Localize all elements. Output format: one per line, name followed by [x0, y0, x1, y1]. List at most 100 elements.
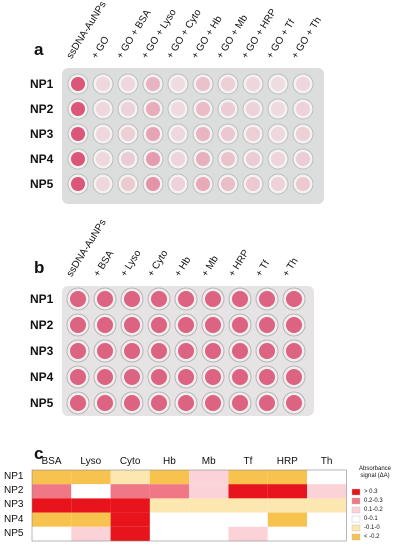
plate-a-well-liquid — [221, 127, 235, 141]
plate-a-well-liquid — [221, 102, 235, 116]
heatmap-cell — [228, 484, 268, 499]
plate-b-well-liquid — [286, 343, 302, 359]
plate-a-well — [92, 173, 114, 195]
plate-a-well — [167, 98, 189, 120]
plate-b-well-liquid — [124, 291, 140, 307]
plate-a-well-liquid — [196, 127, 210, 141]
heatmap-cell — [189, 484, 229, 499]
legend-label: < -0.2 — [364, 533, 380, 540]
plate-a-well-liquid — [146, 177, 160, 191]
plate-a-well — [217, 148, 239, 170]
plate-b-well-liquid — [205, 291, 221, 307]
legend-label: 0.2-0.3 — [364, 497, 383, 504]
plate-a-well — [242, 148, 264, 170]
plate-b-well-liquid — [232, 317, 248, 333]
heatmap-cell — [32, 526, 72, 541]
plate-b-well-liquid — [124, 317, 140, 333]
plate-a-well-liquid — [146, 127, 160, 141]
plate-a-well — [192, 98, 214, 120]
legend-swatch — [351, 524, 361, 532]
heatmap-cell — [110, 512, 150, 527]
heatmap-cell — [189, 470, 229, 485]
legend-label: > 0.3 — [364, 488, 378, 495]
heatmap-column-label: Tf — [243, 456, 253, 467]
plate-a-well — [92, 73, 114, 95]
plate-a-well — [142, 73, 164, 95]
plate-a-well — [267, 173, 289, 195]
plate-b-well-liquid — [124, 369, 140, 385]
plate-b-well-liquid — [205, 395, 221, 411]
heatmap-column-label: Th — [320, 456, 333, 467]
plate-a-well-liquid — [71, 77, 85, 91]
plate-a-well — [217, 123, 239, 145]
heatmap-cell — [71, 470, 111, 485]
plate-a-well-liquid — [121, 127, 135, 141]
heatmap-cell — [267, 526, 308, 541]
plate-b-well-liquid — [205, 317, 221, 333]
heatmap-column-label: Mb — [201, 456, 216, 467]
plate-b-well-liquid — [70, 343, 86, 359]
heatmap-cell — [71, 484, 111, 499]
heatmap-cell — [189, 498, 229, 513]
heatmap-cell — [228, 526, 268, 541]
plate-a-well-liquid — [196, 77, 210, 91]
plate-b-well-liquid — [259, 343, 275, 359]
plate-b-well-liquid — [151, 343, 167, 359]
heatmap-cell — [149, 470, 190, 485]
heatmap-cell — [307, 526, 347, 541]
plate-b-well-liquid — [97, 369, 113, 385]
plate-b-well-liquid — [286, 369, 302, 385]
legend-swatch — [351, 533, 361, 541]
plate-a-well — [217, 98, 239, 120]
plate-a-well-liquid — [296, 102, 310, 116]
heatmap-cell — [149, 526, 190, 541]
heatmap-row-label: NP4 — [4, 513, 24, 525]
heatmap-cell — [228, 498, 268, 513]
plate-a-well — [142, 98, 164, 120]
legend-swatch — [351, 515, 361, 523]
panel-a-row-label: NP4 — [30, 152, 54, 166]
panel-a-letter: a — [34, 40, 44, 59]
plate-b-well-liquid — [232, 369, 248, 385]
plate-a-well-liquid — [121, 102, 135, 116]
heatmap-cell — [149, 484, 190, 499]
plate-b-well-liquid — [286, 317, 302, 333]
plate-a-well-liquid — [296, 77, 310, 91]
plate-a-well — [217, 73, 239, 95]
plate-a-well — [292, 98, 314, 120]
plate-a-well-liquid — [296, 127, 310, 141]
plate-a-well — [242, 98, 264, 120]
plate-b-well-liquid — [97, 395, 113, 411]
plate-a-well — [192, 73, 214, 95]
heatmap-column-label: Cyto — [119, 456, 141, 467]
heatmap-cell — [32, 512, 72, 527]
panel-b-row-label: NP2 — [30, 318, 54, 332]
plate-a-well-liquid — [121, 177, 135, 191]
plate-a-well — [117, 73, 139, 95]
plate-a-well — [242, 73, 264, 95]
plate-a-well — [142, 123, 164, 145]
plate-a-well-liquid — [246, 127, 260, 141]
legend-swatch — [351, 506, 361, 514]
plate-a-well — [142, 148, 164, 170]
plate-a-well-liquid — [146, 152, 160, 166]
heatmap-cell — [228, 512, 268, 527]
panel-b-letter: b — [34, 258, 45, 277]
plate-a-well-liquid — [296, 177, 310, 191]
plate-a-well-liquid — [196, 102, 210, 116]
heatmap-column-label: HRP — [276, 456, 298, 467]
heatmap-cell — [71, 498, 111, 513]
plate-a-well-liquid — [296, 152, 310, 166]
panel-a-row-label: NP1 — [30, 77, 54, 91]
heatmap-cell — [32, 470, 72, 485]
plate-a-well — [167, 73, 189, 95]
plate-b-well-liquid — [178, 291, 194, 307]
plate-a-well-liquid — [246, 152, 260, 166]
heatmap-cell — [149, 498, 190, 513]
plate-a-well — [217, 173, 239, 195]
plate-a-well-liquid — [246, 102, 260, 116]
plate-a-well-liquid — [271, 152, 285, 166]
plate-a-well — [192, 173, 214, 195]
plate-a-well — [117, 98, 139, 120]
plate-b-well-liquid — [124, 395, 140, 411]
